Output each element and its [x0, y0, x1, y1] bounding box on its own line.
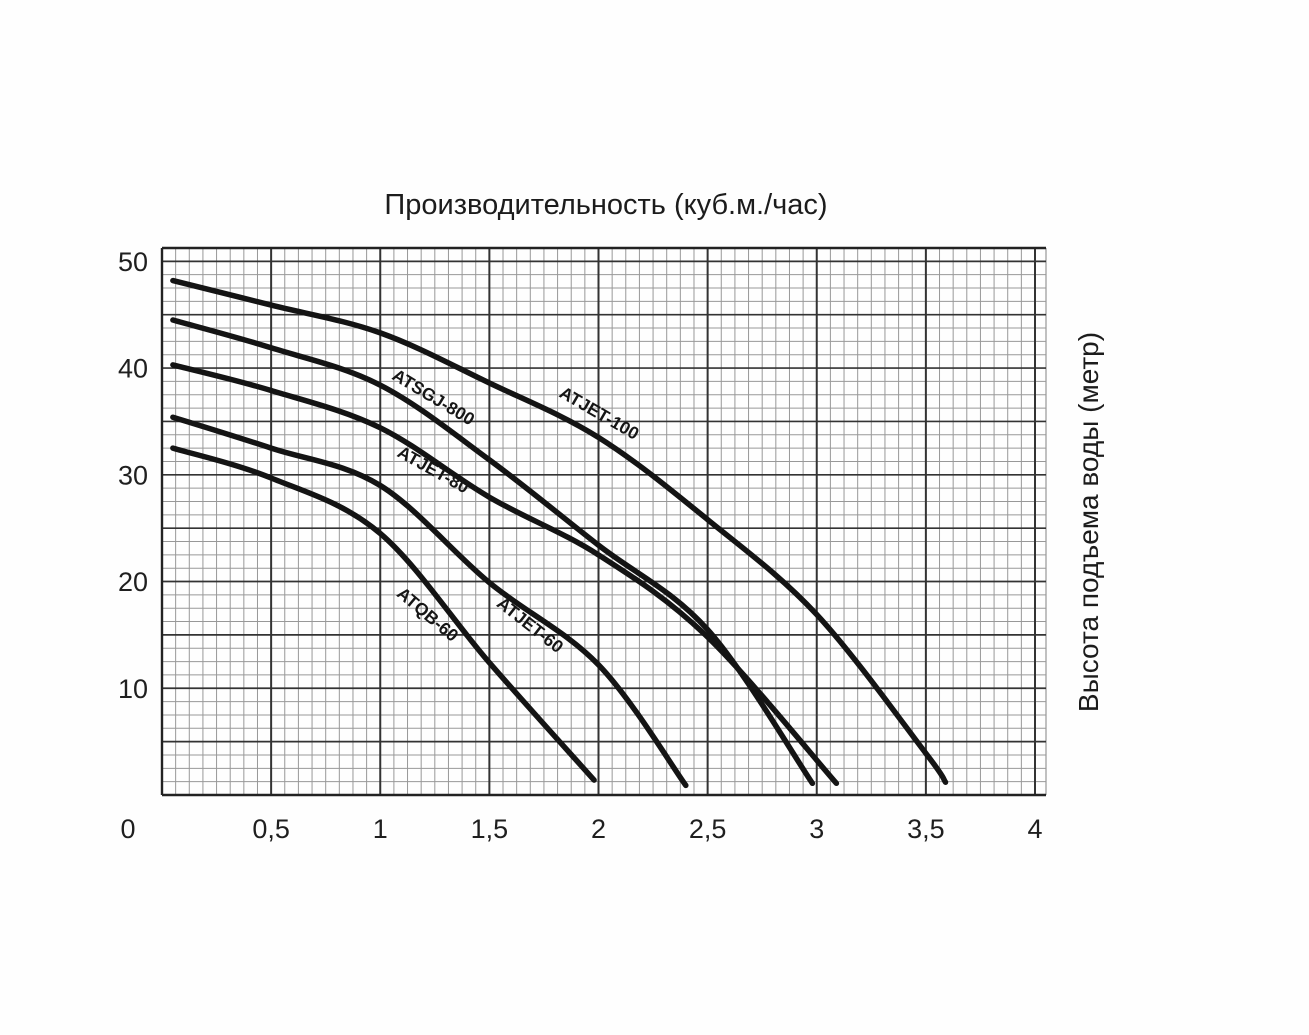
curve-atqb-60	[170, 445, 597, 783]
curve-atjet-100	[170, 277, 949, 785]
x-tick-label: 0,5	[252, 814, 290, 844]
y-tick-label: 10	[118, 674, 148, 704]
chart-title: Производительность (куб.м./час)	[384, 189, 827, 221]
x-tick-label: 2,5	[689, 814, 727, 844]
x-tick-label: 4	[1027, 814, 1042, 844]
pump-curves	[170, 277, 949, 789]
curve-atjet-60	[170, 414, 689, 789]
y-tick-label: 50	[118, 247, 148, 277]
x-tick-label: 0	[120, 814, 135, 844]
x-tick-label: 3,5	[907, 814, 945, 844]
grid	[162, 248, 1047, 795]
axis-tick-labels: 0 0,5 1 1,5 2 2,5 3 3,5 4 10 20 30 40 50	[118, 247, 1043, 844]
x-tick-label: 1,5	[471, 814, 509, 844]
x-tick-label: 2	[591, 814, 606, 844]
x-tick-label: 1	[373, 814, 388, 844]
y-tick-label: 30	[118, 460, 148, 490]
curve-atjet-80	[170, 362, 840, 787]
curve-atsgj-800	[170, 317, 816, 787]
plot-frame	[160, 246, 1046, 797]
y-tick-label: 20	[118, 567, 148, 597]
y-tick-label: 40	[118, 354, 148, 384]
plot-background	[162, 248, 1046, 795]
y-axis-label: Высота подъема воды (метр)	[1073, 332, 1104, 712]
x-tick-label: 3	[809, 814, 824, 844]
